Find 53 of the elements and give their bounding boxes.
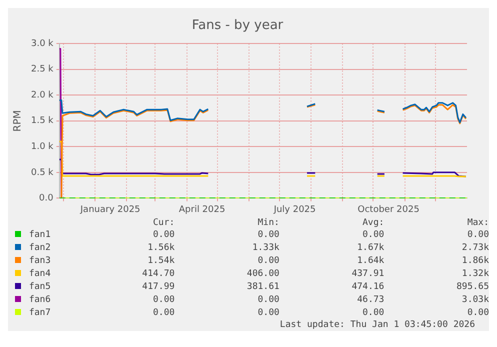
text: Last update: Thu Jan 1 03:45:00 2026 (278, 320, 476, 331)
text: 1.56k (146, 242, 175, 255)
text: 1.54k (146, 255, 175, 268)
text: 0.00 (466, 229, 489, 242)
text: Cur: (152, 218, 175, 229)
legend-label: fan4 (28, 268, 52, 281)
text: Avg: (362, 218, 384, 229)
legend-label: fan5 (28, 281, 52, 294)
legend-label: fan1 (28, 229, 52, 242)
text: 1.32k (460, 268, 489, 281)
text: 1.67k (356, 242, 384, 255)
y-axis-title: RPM (12, 110, 24, 132)
text: 0.00 (152, 307, 175, 320)
text: 0.00 (256, 307, 280, 320)
y-tick-label: 0.5 k (30, 168, 54, 178)
text: 414.70 (141, 268, 175, 281)
x-tick-label: April 2025 (178, 204, 226, 215)
y-tick-label: 0.0 (39, 194, 54, 204)
y-tick-label: 1.5 k (30, 116, 54, 126)
text: 437.91 (350, 268, 384, 281)
text: 0.00 (466, 307, 489, 320)
text: 0.00 (256, 229, 280, 242)
text: 1.64k (356, 255, 384, 268)
text: 1.86k (460, 255, 489, 268)
legend-label: fan6 (28, 294, 52, 307)
text: Min: (256, 218, 280, 229)
legend-label: fan2 (28, 242, 52, 255)
text: 0.00 (152, 229, 175, 242)
text: 0.00 (152, 294, 175, 307)
y-tick-label: 2.0 k (30, 90, 54, 100)
text: 1.33k (251, 242, 280, 255)
text: 406.00 (246, 268, 280, 281)
x-tick-label: July 2025 (272, 204, 316, 215)
text: Max: (466, 218, 489, 229)
text: 895.65 (455, 281, 489, 294)
y-tick-label: 3.0 k (30, 38, 54, 49)
text: 3.03k (460, 294, 489, 307)
chart-title: Fans - by year (192, 18, 284, 34)
x-tick-label: January 2025 (79, 204, 140, 215)
text: 0.00 (256, 255, 280, 268)
y-tick-label: 1.0 k (30, 142, 54, 152)
x-tick-label: October 2025 (358, 204, 420, 215)
text: 474.16 (350, 281, 384, 294)
legend-label: fan3 (28, 255, 52, 268)
y-tick-label: 2.5 k (30, 64, 54, 75)
text: 417.99 (141, 281, 175, 294)
text: 381.61 (246, 281, 280, 294)
text: 0.00 (362, 229, 384, 242)
legend-label: fan7 (28, 307, 52, 320)
text: 0.00 (256, 294, 280, 307)
text: 0.00 (362, 307, 384, 320)
text: 2.73k (460, 242, 489, 255)
text: 46.73 (356, 294, 384, 307)
